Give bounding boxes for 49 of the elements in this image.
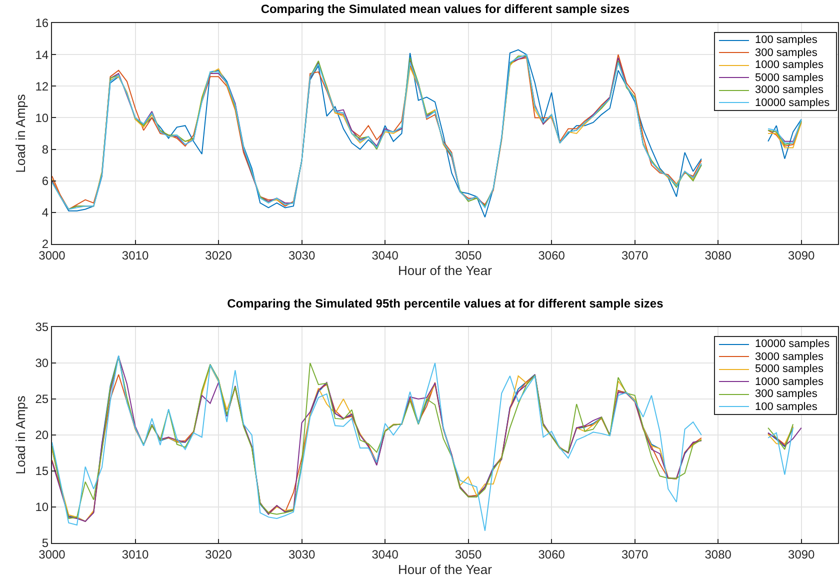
x-tick-label: 3050: [454, 248, 482, 262]
legend-label: 300 samples: [755, 388, 818, 400]
y-tick-label: 14: [35, 48, 49, 62]
legend-label: 100 samples: [755, 400, 818, 413]
y-tick-label: 12: [35, 79, 49, 94]
x-tick-label: 3050: [454, 547, 482, 562]
chart-title: Comparing the Simulated mean values for different sample sizes: [260, 2, 630, 16]
y-tick-label: 8: [42, 142, 49, 156]
x-tick-label: 3070: [621, 547, 649, 562]
legend-label: 5000 samples: [755, 72, 824, 84]
legend-label: 3000 samples: [755, 350, 824, 363]
y-tick-label: 4: [42, 206, 49, 220]
y-tick-label: 30: [35, 356, 49, 370]
x-tick-label: 3090: [788, 547, 816, 562]
x-tick-label: 3080: [704, 248, 732, 262]
legend-label: 1000 samples: [755, 376, 824, 388]
y-tick-label: 25: [35, 392, 49, 406]
x-axis-title: Hour of the Year: [398, 562, 493, 577]
y-tick-label: 35: [35, 320, 49, 334]
y-tick-label: 16: [35, 16, 49, 30]
y-tick-label: 20: [35, 428, 49, 442]
y-tick-label: 10: [35, 500, 49, 514]
y-axis-title: Load in Amps: [13, 395, 28, 474]
x-tick-label: 3020: [205, 547, 232, 562]
x-tick-label: 3060: [538, 547, 566, 562]
legend-label: 1000 samples: [755, 59, 824, 72]
y-tick-label: 10: [35, 110, 49, 125]
legend-label: 10000 samples: [755, 338, 830, 350]
chart-title: Comparing the Simulated 95th percentile values at for different sample sizes: [227, 296, 664, 311]
y-axis-title: Load in Amps: [13, 94, 28, 173]
x-tick-label: 3010: [122, 547, 149, 562]
legend-label: 100 samples: [755, 34, 818, 46]
legend-label: 3000 samples: [755, 84, 824, 96]
x-tick-label: 3030: [288, 547, 316, 562]
x-tick-label: 3010: [122, 248, 149, 262]
legend-label: 5000 samples: [755, 363, 824, 376]
x-tick-label: 3080: [704, 547, 732, 562]
legend-label: 10000 samples: [755, 96, 830, 109]
x-axis-title: Hour of the Year: [398, 263, 493, 278]
x-tick-label: 3070: [621, 248, 649, 262]
x-tick-label: 3020: [205, 248, 232, 262]
x-tick-label: 3090: [788, 248, 816, 262]
x-tick-label: 3040: [372, 547, 399, 562]
x-tick-label: 3030: [288, 248, 316, 262]
x-tick-label: 3060: [538, 248, 566, 262]
x-tick-label: 3040: [372, 248, 399, 262]
y-tick-label: 6: [42, 174, 49, 188]
y-tick-label: 15: [35, 464, 49, 478]
legend-label: 300 samples: [755, 46, 818, 59]
